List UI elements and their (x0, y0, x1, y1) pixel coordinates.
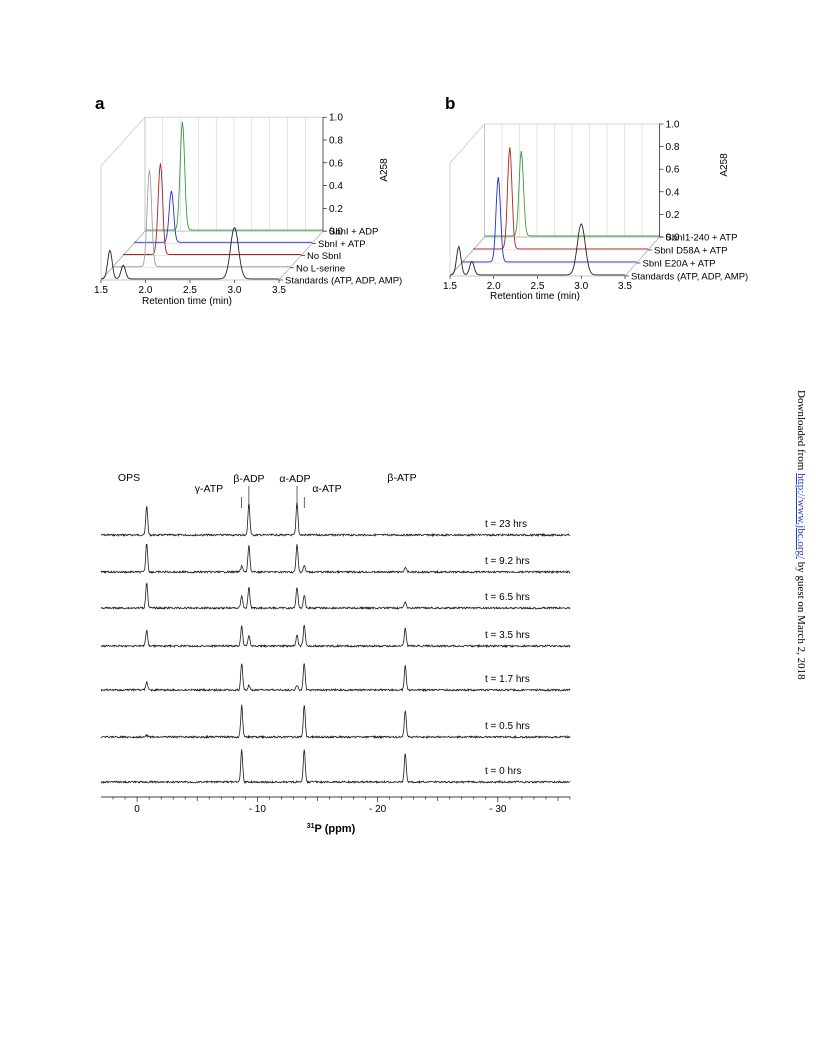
download-note-text: Downloaded from http://www.jbc.org/ by g… (795, 390, 807, 680)
peak-label: γ-ATP (195, 483, 223, 495)
z-tick-label: 0.2 (666, 210, 680, 221)
nmr-spectrum (100, 582, 571, 611)
nmr-xlabel: 31P (ppm) (307, 823, 356, 835)
x-tick-label: 2.5 (531, 281, 545, 292)
trace-sbni-d58a-atp (473, 147, 648, 250)
z-tick-label: 0.8 (329, 136, 343, 147)
x-tick-label: 3.5 (272, 285, 286, 296)
z-tick-label: 0.4 (329, 181, 343, 192)
legend-label: SbnI E20A + ATP (643, 259, 716, 270)
peak-label: α-ADP (279, 473, 310, 485)
nmr-spectrum (100, 704, 571, 740)
legend-label: SbnI D58A + ATP (654, 246, 728, 257)
z-tick-label: 0.6 (666, 165, 680, 176)
z-tick-label: 0.0 (329, 227, 343, 238)
trace-standards-atp-adp-amp- (100, 226, 279, 280)
panel-a-z-label: A258 (379, 158, 390, 182)
z-tick-label: 0.0 (666, 233, 680, 244)
x-tick-label: 3.0 (228, 285, 242, 296)
download-note: Downloaded from http://www.jbc.org/ by g… (789, 390, 811, 680)
nmr-spectrum (100, 502, 571, 538)
x-tick-label: 3.5 (618, 281, 632, 292)
legend-label: SbnI1-240 + ATP (666, 233, 738, 244)
legend-label: Standards (ATP, ADP, AMP) (285, 276, 402, 287)
panel-b-xlabel: Retention time (min) (490, 291, 580, 302)
side-plane (449, 123, 485, 277)
download-note-suffix: by guest on March 2, 2018 (795, 558, 807, 680)
nmr-spectrum (100, 543, 571, 575)
legend-label: Standards (ATP, ADP, AMP) (631, 272, 748, 283)
time-label: t = 0.5 hrs (485, 721, 530, 732)
trace-no-sbni (123, 163, 301, 255)
time-label: t = 6.5 hrs (485, 592, 530, 603)
time-label: t = 9.2 hrs (485, 556, 530, 567)
z-tick-label: 0.8 (666, 142, 680, 153)
nmr-xlabel-superscript: 31 (307, 823, 315, 830)
trace-sbni-atp (134, 190, 312, 243)
panel-a-label: a (95, 94, 105, 113)
panel-b-z-label: A258 (719, 153, 730, 177)
time-label: t = 1.7 hrs (485, 674, 530, 685)
peak-label: OPS (118, 472, 140, 484)
legend-label: SbnI + ADP (329, 227, 378, 238)
legend-label: SbnI + ATP (318, 239, 366, 250)
peak-label: β-ADP (233, 473, 264, 485)
nmr-xlabel-text: P (ppm) (315, 823, 356, 835)
trace-sbni1-240-atp (484, 151, 660, 237)
time-label: t = 23 hrs (485, 519, 527, 530)
panel-a-chart: a A258 Retention time (min) 1.5 2.0 2.5 3.0… (94, 94, 402, 307)
trace-standards-atp-adp-amp- (449, 223, 625, 276)
peak-label: β-ATP (387, 472, 416, 484)
download-note-link[interactable]: http://www.jbc.org/ (795, 473, 807, 559)
x-tick-label: 3.0 (574, 281, 588, 292)
legend-label: No SbnI (307, 251, 341, 262)
legend-label: No L-serine (296, 263, 345, 274)
x-tick-label: 1.5 (443, 281, 457, 292)
nmr-spectrum (100, 663, 571, 693)
z-tick-label: 1.0 (329, 113, 343, 124)
x-tick-label: 2.5 (183, 285, 197, 296)
z-tick-label: 0.2 (329, 204, 343, 215)
trace-sbni-e20a-atp (461, 177, 637, 263)
z-tick-label: 1.0 (666, 120, 680, 131)
x-tick-label: 1.5 (94, 285, 108, 296)
download-note-prefix: Downloaded from (795, 390, 807, 474)
x-tick-label: - 30 (489, 804, 507, 815)
x-tick-label: - 20 (369, 804, 387, 815)
z-tick-label: 0.6 (329, 158, 343, 169)
panel-b-chart: b A258 Retention time (min) 1.5 2.0 2.5 3.0… (443, 94, 748, 302)
x-tick-label: 2.0 (487, 281, 501, 292)
time-label: t = 3.5 hrs (485, 630, 530, 641)
time-label: t = 0 hrs (485, 766, 521, 777)
nmr-spectra-chart: t = 23 hrs t = 9.2 hrs t = 6.5 hrs t = 3.5 … (100, 472, 571, 835)
nmr-spectrum (100, 624, 571, 649)
x-tick-label: 0 (134, 804, 140, 815)
trace-no-l-serine (112, 169, 290, 268)
x-tick-label: - 10 (249, 804, 267, 815)
x-tick-label: 2.0 (139, 285, 153, 296)
panel-b-label: b (445, 94, 455, 113)
z-tick-label: 0.4 (666, 187, 680, 198)
floor-plane (449, 236, 661, 277)
nmr-spectrum (100, 749, 571, 785)
peak-label: α-ATP (312, 483, 341, 495)
panel-a-xlabel: Retention time (min) (142, 296, 232, 307)
